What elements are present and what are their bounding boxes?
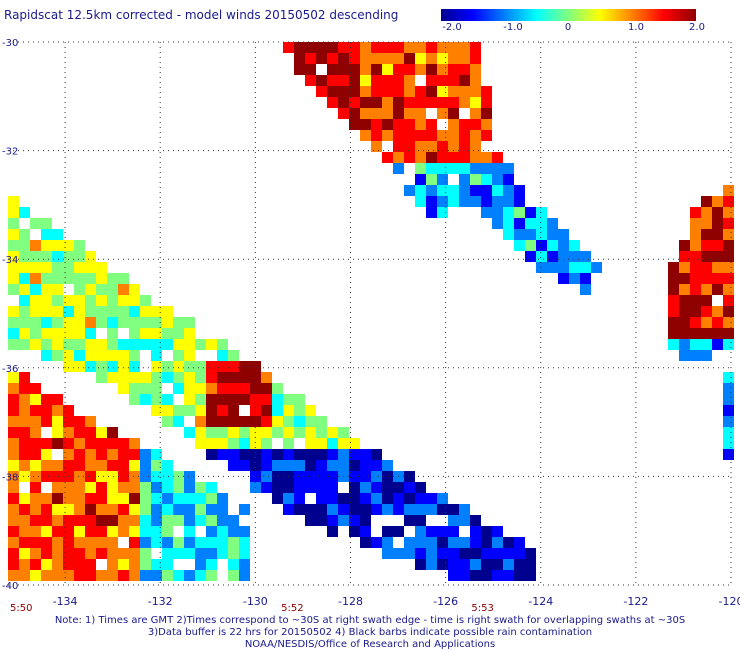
colorbar-tick: -1.0	[503, 22, 523, 33]
lon-tick-label: -120	[719, 595, 740, 608]
lon-tick-label: -126	[433, 595, 458, 608]
colorbar	[441, 9, 696, 21]
footer-note-line-1: Note: 1) Times are GMT 2)Times correspon…	[54, 615, 686, 626]
colorbar-tick: 0	[564, 22, 572, 33]
lon-tick-label: -124	[528, 595, 553, 608]
lon-tick-label: -130	[243, 595, 268, 608]
lon-tick-label: -128	[338, 595, 363, 608]
lon-tick-label: -132	[148, 595, 173, 608]
colorbar-tick: 1.0	[628, 22, 644, 33]
swath-northeast	[283, 42, 602, 295]
lat-tick-label: -32	[2, 147, 18, 158]
swath-east-edge	[668, 185, 734, 460]
time-label: 5:52	[281, 603, 303, 614]
footer-note-line-3: NOAA/NESDIS/Office of Research and Appli…	[244, 639, 496, 650]
lat-tick-label: -40	[2, 581, 18, 592]
lon-tick-label: -122	[623, 595, 648, 608]
axis-layer: -134 -132 -130 -128 -126 -124 -122 -120 -30 -32 -3…	[2, 38, 740, 614]
footer-note-line-2: 3)Data buffer is 22 hrs for 20150502 4) …	[147, 627, 593, 638]
time-label: 5:50	[10, 603, 32, 614]
grid-layer	[8, 41, 732, 586]
lat-tick-label: -36	[2, 364, 18, 375]
colorbar-tick: -2.0	[442, 22, 462, 33]
lat-tick-label: -38	[2, 472, 18, 483]
map-title: Rapidscat 12.5km corrected - model winds…	[4, 8, 399, 22]
swath-layer	[8, 42, 734, 581]
time-label: 5:53	[471, 603, 493, 614]
colorbar-tick: 2.0	[689, 22, 705, 33]
lon-tick-label: -134	[53, 595, 78, 608]
swath-west-upper	[8, 196, 536, 581]
lat-tick-label: -34	[2, 255, 18, 266]
lat-tick-label: -30	[2, 38, 18, 49]
